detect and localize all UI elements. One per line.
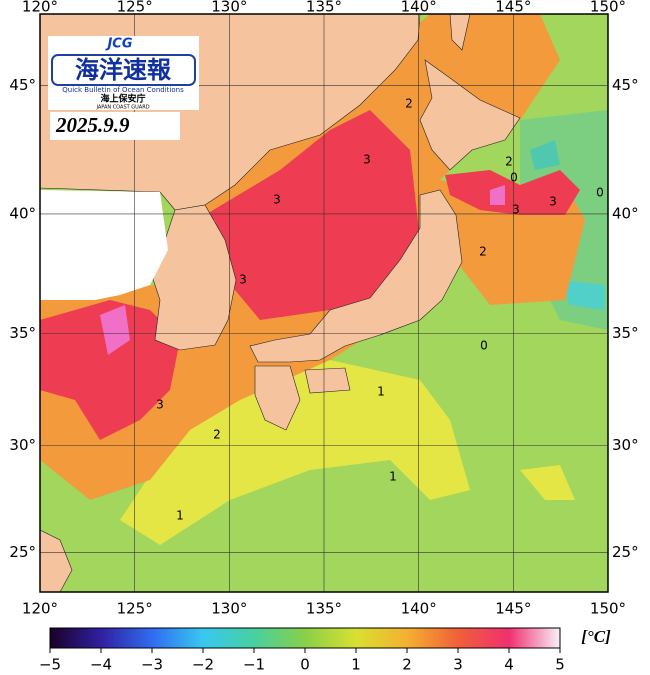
lon-tick-label: 120° [22,0,58,16]
colorbar-tick-label: 3 [453,656,463,674]
lon-tick-label: 140° [401,600,437,618]
contour-label: 3 [363,153,371,167]
logo-agency-en: JAPAN COAST GUARD [95,105,149,111]
lon-tick-label: 135° [306,600,342,618]
contour-label: 3 [512,203,520,217]
lat-tick-label: 45° [9,76,36,94]
logo-subtitle: Quick Bulletin of Ocean Conditions [62,86,184,94]
hot-area [40,300,180,440]
logo-title: 海洋速報 [75,56,172,84]
contour-label: 1 [176,509,184,523]
contour-label: 2 [505,155,513,169]
colorbar-tick-label: 2 [402,656,412,674]
lat-tick-label: 25° [9,543,36,561]
contour-label: 2 [213,428,221,442]
colorbar-tick-label: −1 [243,656,265,674]
contour-label: 2 [479,245,487,259]
logo-agency: 海上保安庁 [100,93,145,105]
colorbar-tick-label: −3 [141,656,163,674]
lat-tick-label: 30° [612,436,639,454]
lat-tick-label: 25° [612,543,639,561]
date-box [50,112,180,140]
colorbar-tick-label: 0 [300,656,310,674]
colorbar-unit: [°C] [581,627,611,646]
contour-label: 0 [596,186,604,200]
colorbar [49,627,561,649]
lat-tick-label: 40° [9,204,36,222]
contour-label: 1 [377,385,385,399]
lat-tick-label: 35° [9,324,36,342]
colorbar-tick-label: 1 [351,656,361,674]
contour-label: 0 [510,171,518,185]
lon-tick-label: 125° [117,0,153,16]
lon-tick-label: 120° [22,600,58,618]
lon-tick-label: 150° [590,0,626,16]
lat-tick-label: 40° [612,204,639,222]
date: 2025.9.9 [55,113,130,137]
colorbar-tick-label: −4 [90,656,112,674]
no-data [40,190,168,300]
colorbar-tick-label: −5 [39,656,61,674]
contour-label: 3 [273,193,281,207]
hot-spot [490,185,505,205]
lon-tick-label: 145° [495,600,531,618]
contour-label: 1 [389,470,397,484]
lat-tick-label: 30° [9,436,36,454]
logo: JCG 海洋速報 Quick Bulletin of Ocean Conditi… [48,36,199,111]
cool-spot [530,140,560,170]
lon-tick-label: 140° [401,0,437,16]
logo-frame [51,54,196,86]
lon-tick-label: 135° [306,0,342,16]
contour-label: 3 [156,398,164,412]
hot-area [205,110,420,320]
map-area: 3 3 3 3 2 2 0 0 3 3 2 0 2 1 1 1 [40,14,608,592]
warm-band [520,465,575,500]
lon-tick-label: 125° [117,600,153,618]
contour-label: 3 [239,273,247,287]
contour-label: 2 [405,97,413,111]
logo-mark: JCG [104,37,132,52]
contour-label: 0 [480,339,488,353]
contour-label: 3 [549,195,557,209]
lon-tick-label: 130° [211,600,247,618]
map-frame [39,13,609,593]
grid [40,14,608,592]
hot-area [445,170,580,215]
lon-tick-label: 130° [211,0,247,16]
colorbar-tick-label: 5 [555,656,565,674]
lat-tick-label: 45° [612,76,639,94]
hot-spot [100,305,130,355]
axes: 120°120°125°125°130°130°135°135°140°140°… [9,0,638,674]
lon-tick-label: 150° [590,600,626,618]
lon-tick-label: 145° [495,0,531,16]
cool-spot [560,280,605,310]
colorbar-tick-label: 4 [504,656,514,674]
lat-tick-label: 35° [612,324,639,342]
colorbar-tick-label: −2 [192,656,214,674]
contour-labels: 3 3 3 3 2 2 0 0 3 3 2 0 2 1 1 1 [156,97,604,523]
